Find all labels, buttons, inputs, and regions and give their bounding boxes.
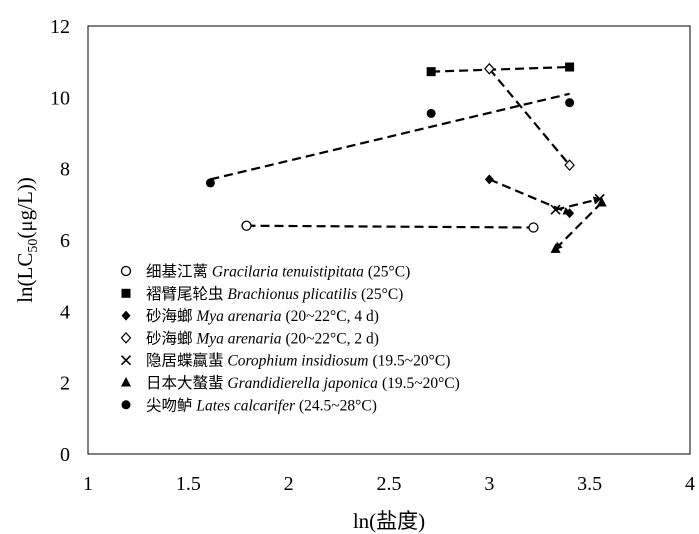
data-point bbox=[426, 108, 436, 118]
plot-area-frame bbox=[87, 25, 691, 455]
series-line bbox=[246, 224, 534, 229]
x-axis-title: ln(盐度) bbox=[353, 509, 425, 533]
legend-marker bbox=[121, 310, 131, 321]
legend-name-latin: Lates calcarifer bbox=[195, 397, 296, 414]
legend-entry: 细基江蓠 Gracilaria tenuistipitata (25°C) bbox=[146, 263, 410, 281]
legend-entry: 褶臂尾轮虫 Brachionus plicatilis (25°C) bbox=[146, 285, 403, 303]
legend-name-latin: Mya arenaria bbox=[195, 308, 281, 325]
legend-name-latin: Corophium insidiosum bbox=[227, 353, 368, 370]
legend-marker bbox=[121, 377, 131, 387]
legend-name-cn: 细基江蓠 bbox=[146, 263, 212, 281]
x-tick-label: 4 bbox=[685, 473, 695, 495]
legend-condition: (19.5~20°C) bbox=[373, 353, 451, 370]
y-tick-label: 12 bbox=[50, 16, 70, 38]
legend-condition: (25°C) bbox=[368, 264, 410, 281]
series-line bbox=[488, 68, 571, 166]
data-point bbox=[596, 197, 607, 207]
legend-name-latin: Grandidierella japonica bbox=[227, 375, 378, 392]
x-tick-label: 1.5 bbox=[176, 473, 201, 495]
y-axis-title-suffix: (μg/L)) bbox=[13, 177, 37, 238]
data-point bbox=[426, 67, 436, 77]
x-tick-label: 3.5 bbox=[577, 473, 602, 495]
legend-name-cn: 隐居蝶蠃蜚 bbox=[146, 352, 227, 370]
data-point bbox=[205, 178, 215, 188]
legend-name-cn: 尖吻鲈 bbox=[146, 396, 196, 414]
series-line bbox=[210, 92, 570, 181]
data-point bbox=[484, 174, 494, 185]
series-line bbox=[555, 196, 602, 211]
y-tick-label: 8 bbox=[60, 159, 70, 181]
legend-marker bbox=[120, 332, 132, 344]
legend-name-latin: Brachionus plicatilis bbox=[227, 286, 357, 303]
legend-name-cn: 砂海螂 bbox=[146, 329, 196, 347]
y-axis-ticks: 0 2 4 6 8 10 12 bbox=[50, 16, 70, 466]
legend-entry: 尖吻鲈 Lates calcarifer (24.5~28°C) bbox=[146, 396, 377, 414]
legend-marker bbox=[121, 288, 131, 298]
legend-condition: (24.5~28°C) bbox=[299, 397, 377, 414]
x-axis-ticks: 1 1.5 2 2.5 3 3.5 4 bbox=[83, 473, 695, 495]
legend-condition: (20~22°C, 2 d) bbox=[285, 330, 378, 347]
legend-condition: (19.5~20°C) bbox=[382, 375, 460, 392]
data-point bbox=[241, 220, 252, 231]
legend-condition: (20~22°C, 4 d) bbox=[285, 308, 378, 325]
y-tick-label: 2 bbox=[60, 373, 70, 395]
data-point bbox=[550, 204, 561, 215]
legend-name-cn: 日本大螯蜚 bbox=[146, 374, 227, 392]
data-point bbox=[528, 222, 539, 233]
legend-entry: 隐居蝶蠃蜚 Corophium insidiosum (19.5~20°C) bbox=[146, 352, 450, 370]
legend-marker bbox=[120, 265, 132, 277]
legend-condition: (25°C) bbox=[361, 286, 403, 303]
y-tick-label: 0 bbox=[60, 444, 70, 466]
x-tick-label: 3 bbox=[484, 473, 494, 495]
x-tick-label: 1 bbox=[83, 473, 93, 495]
data-point bbox=[564, 159, 575, 171]
data-point bbox=[550, 243, 561, 253]
legend-entry: 日本大螯蜚 Grandidierella japonica (19.5~20°C) bbox=[146, 374, 460, 392]
y-axis-title-subscript: 50 bbox=[26, 239, 41, 253]
y-tick-label: 6 bbox=[60, 230, 70, 252]
legend: 细基江蓠 Gracilaria tenuistipitata (25°C)褶臂尾轮… bbox=[120, 263, 460, 414]
series-markers bbox=[205, 62, 607, 253]
series-line bbox=[488, 178, 572, 215]
data-point bbox=[565, 98, 575, 108]
legend-name-cn: 褶臂尾轮虫 bbox=[146, 285, 227, 303]
series-line bbox=[431, 65, 570, 73]
data-point bbox=[565, 208, 575, 219]
x-tick-label: 2 bbox=[284, 473, 294, 495]
data-point bbox=[484, 62, 495, 75]
series-line bbox=[554, 201, 603, 251]
y-tick-label: 10 bbox=[50, 87, 70, 109]
series-lines bbox=[210, 65, 603, 251]
legend-entry: 砂海螂 Mya arenaria (20~22°C, 4 d) bbox=[146, 307, 379, 325]
data-point bbox=[565, 62, 575, 72]
y-axis-title-prefix: ln(LC bbox=[13, 253, 37, 303]
legend-name-latin: Mya arenaria bbox=[195, 330, 281, 347]
legend-name-cn: 砂海螂 bbox=[146, 307, 196, 325]
x-tick-label: 2.5 bbox=[377, 473, 402, 495]
legend-marker bbox=[121, 400, 131, 410]
legend-marker bbox=[120, 355, 132, 366]
y-tick-label: 4 bbox=[60, 301, 70, 323]
legend-entry: 砂海螂 Mya arenaria (20~22°C, 2 d) bbox=[146, 329, 379, 347]
legend-name-latin: Gracilaria tenuistipitata bbox=[212, 264, 364, 281]
y-axis-title: ln(LC50(μg/L)) bbox=[13, 177, 41, 303]
